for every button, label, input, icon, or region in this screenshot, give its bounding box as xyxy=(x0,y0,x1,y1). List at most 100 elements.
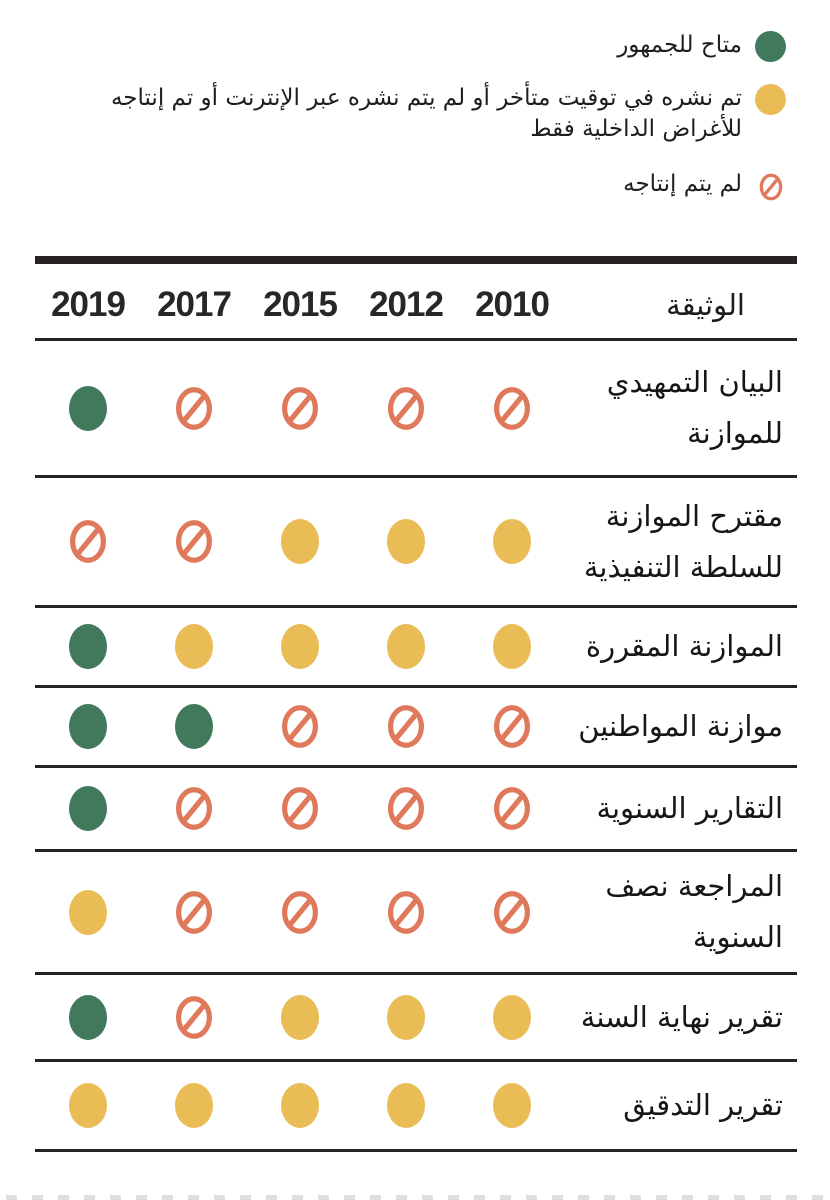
document-name: مقترح الموازنة للسلطة التنفيذية xyxy=(583,498,783,584)
not-produced-icon xyxy=(493,705,531,748)
late-or-internal-dot-icon xyxy=(175,1083,213,1128)
document-name: موازنة المواطنين xyxy=(578,709,783,744)
table-row-enacted-budget: الموازنة المقررة xyxy=(35,608,797,688)
status-cell xyxy=(141,386,247,431)
legend-late-or-internal-icon xyxy=(755,84,786,115)
late-or-internal-dot-icon xyxy=(281,1083,319,1128)
legend-label-not-produced: لم يتم إنتاجه xyxy=(623,171,742,197)
not-produced-icon xyxy=(387,705,425,748)
document-name: البيان التمهيدي للموازنة xyxy=(606,365,783,450)
not-produced-icon xyxy=(493,787,531,830)
status-cell xyxy=(141,995,247,1040)
status-cell xyxy=(247,624,353,669)
table-row-mid-year-review: المراجعة نصف السنوية xyxy=(35,852,797,975)
documents-table: الوثيقة 2010 2012 2015 2017 2019 البيان … xyxy=(35,256,797,1152)
status-cell xyxy=(35,704,141,749)
document-name: تقرير التدقيق xyxy=(623,1088,783,1123)
year-header-2017: 2017 xyxy=(157,285,232,324)
table-row-in-year-reports: التقارير السنوية xyxy=(35,768,797,852)
not-produced-icon xyxy=(387,386,425,430)
table-row-executive-budget-proposal: مقترح الموازنة للسلطة التنفيذية xyxy=(35,478,797,608)
status-cell xyxy=(35,624,141,669)
publicly-available-dot-icon xyxy=(69,704,107,749)
cutoff-text-fragment xyxy=(6,1195,824,1200)
not-produced-icon xyxy=(493,890,531,934)
status-cell xyxy=(35,519,141,564)
status-cell xyxy=(353,704,459,749)
late-or-internal-dot-icon xyxy=(69,889,107,935)
status-cell xyxy=(247,519,353,564)
document-name: المراجعة نصف السنوية xyxy=(605,869,783,954)
status-cell xyxy=(459,890,565,935)
status-cell xyxy=(353,519,459,564)
publicly-available-dot-icon xyxy=(69,786,107,831)
status-cell xyxy=(247,786,353,831)
late-or-internal-dot-icon xyxy=(493,1083,531,1128)
not-produced-icon xyxy=(493,386,531,430)
status-cell xyxy=(247,890,353,935)
not-produced-icon xyxy=(281,890,319,934)
legend-label-late-or-internal: تم نشره في توقيت متأخر أو لم يتم نشره عب… xyxy=(110,85,742,142)
year-header-2012: 2012 xyxy=(369,285,444,324)
late-or-internal-dot-icon xyxy=(281,994,319,1040)
status-cell xyxy=(247,704,353,749)
late-or-internal-dot-icon xyxy=(387,994,425,1040)
legend-available-icon xyxy=(755,31,786,62)
table-row-audit-report: تقرير التدقيق xyxy=(35,1062,797,1152)
late-or-internal-dot-icon xyxy=(755,84,786,115)
status-cell xyxy=(247,1083,353,1128)
status-cell xyxy=(353,890,459,935)
publicly-available-dot-icon xyxy=(755,31,786,62)
status-cell xyxy=(141,890,247,935)
document-name: تقرير نهاية السنة xyxy=(580,999,783,1034)
table-row-citizens-budget: موازنة المواطنين xyxy=(35,688,797,768)
publicly-available-dot-icon xyxy=(69,624,107,669)
status-cell xyxy=(459,519,565,564)
document-name: الموازنة المقررة xyxy=(585,629,783,664)
year-header-2015: 2015 xyxy=(263,285,338,324)
status-cell xyxy=(35,889,141,935)
late-or-internal-dot-icon xyxy=(387,1083,425,1128)
not-produced-icon xyxy=(281,705,319,748)
late-or-internal-dot-icon xyxy=(387,519,425,564)
table-row-year-end-report: تقرير نهاية السنة xyxy=(35,975,797,1062)
late-or-internal-dot-icon xyxy=(175,624,213,669)
late-or-internal-dot-icon xyxy=(493,994,531,1040)
status-cell xyxy=(141,624,247,669)
table-row-pre-budget-statement: البيان التمهيدي للموازنة xyxy=(35,341,797,478)
document-column-header: الوثيقة xyxy=(666,287,745,322)
year-header-2010: 2010 xyxy=(475,285,550,324)
status-cell xyxy=(459,786,565,831)
late-or-internal-dot-icon xyxy=(281,624,319,669)
status-cell xyxy=(247,386,353,431)
status-cell xyxy=(459,386,565,431)
not-produced-icon xyxy=(175,520,213,563)
status-cell xyxy=(35,994,141,1040)
status-cell xyxy=(35,385,141,431)
not-produced-icon xyxy=(387,890,425,934)
status-cell xyxy=(247,994,353,1040)
legend-not-produced-icon xyxy=(755,170,786,201)
not-produced-icon xyxy=(281,386,319,430)
not-produced-icon xyxy=(281,787,319,830)
not-produced-icon xyxy=(69,520,107,563)
table-header-row: الوثيقة 2010 2012 2015 2017 2019 xyxy=(35,256,797,341)
not-produced-icon xyxy=(759,173,782,200)
status-cell xyxy=(353,994,459,1040)
legend-item-late-or-internal: تم نشره في توقيت متأخر أو لم يتم نشره عب… xyxy=(74,83,786,145)
late-or-internal-dot-icon xyxy=(387,624,425,669)
status-cell xyxy=(141,519,247,564)
not-produced-icon xyxy=(175,386,213,430)
not-produced-icon xyxy=(175,890,213,934)
legend-item-available: متاح للجمهور xyxy=(74,30,786,62)
document-name: التقارير السنوية xyxy=(596,791,783,826)
status-cell xyxy=(353,1083,459,1128)
legend-item-not-produced: لم يتم إنتاجه xyxy=(74,169,786,201)
status-cell xyxy=(141,1083,247,1128)
status-cell xyxy=(353,624,459,669)
publicly-available-dot-icon xyxy=(175,704,213,749)
status-cell xyxy=(459,994,565,1040)
late-or-internal-dot-icon xyxy=(493,624,531,669)
not-produced-icon xyxy=(387,787,425,830)
